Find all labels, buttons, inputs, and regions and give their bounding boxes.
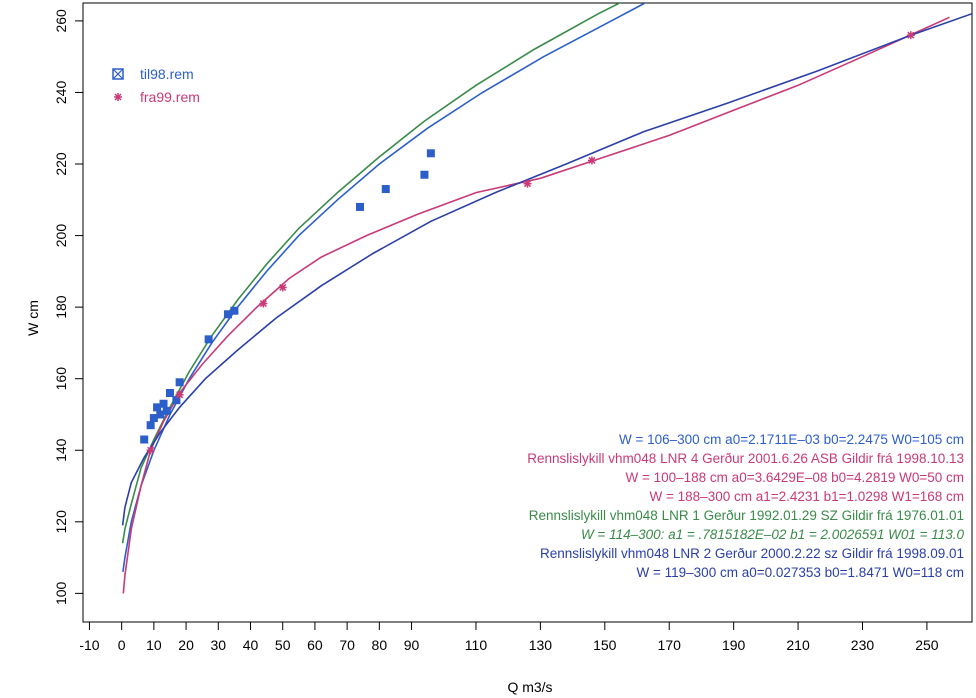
y-tick-label: 160: [53, 367, 69, 391]
annotation-line: W = 100–188 cm a0=3.6429E–08 b0=4.2819 W…: [625, 470, 965, 485]
legend-label: til98.rem: [140, 66, 194, 82]
x-tick-label: -10: [79, 637, 99, 653]
annotation-line: W = 188–300 cm a1=2.4231 b1=1.0298 W1=16…: [649, 489, 964, 504]
data-point-fra99.rem: [146, 446, 155, 455]
x-tick-label: 250: [915, 637, 939, 653]
asterisk-stroke: [114, 93, 122, 101]
data-point-til98.rem: [426, 149, 435, 158]
annotation-line: Rennslislykill vhm048 LNR 4 Gerður 2001.…: [527, 451, 964, 466]
y-tick-labels: 100 120 140 160 180 200 220 240 260: [53, 9, 69, 605]
fit-curve-3: [121, 3, 622, 544]
data-point-fra99.rem: [175, 390, 184, 399]
x-axis-label: Q m3/s: [507, 679, 552, 695]
fit-curve-5: [121, 12, 972, 526]
annotation-line: Rennslislykill vhm048 LNR 1 Gerður 1992.…: [528, 508, 964, 523]
y-tick-label: 120: [53, 510, 69, 534]
data-point-til98.rem: [172, 396, 181, 405]
data-point-til98.rem: [420, 170, 429, 179]
data-point-til98.rem: [204, 335, 213, 344]
axes-ticks: [75, 20, 928, 630]
annotation-line: W = 106–300 cm a0=2.1711E–03 b0=2.2475 W…: [619, 432, 964, 447]
x-tick-label: 20: [178, 637, 194, 653]
x-tick-label: 110: [465, 637, 488, 653]
legend-marker-asterisk: [114, 93, 122, 101]
y-tick-label: 140: [53, 438, 69, 462]
data-point-fra99.rem: [278, 283, 287, 292]
data-point-til98.rem: [381, 185, 390, 194]
x-tick-label: 90: [404, 637, 420, 653]
x-tick-label: 30: [210, 637, 226, 653]
legend-marker-square: [112, 68, 124, 80]
data-point-fra99.rem: [906, 31, 915, 40]
x-tick-label: 50: [275, 637, 291, 653]
x-tick-label: 130: [529, 637, 553, 653]
data-point-til98.rem: [146, 421, 155, 430]
asterisk-stroke: [176, 391, 184, 399]
legend: til98.rem fra99.rem: [112, 66, 200, 105]
data-point-fra99.rem: [587, 156, 596, 165]
y-tick-label: 180: [53, 295, 69, 319]
asterisk-stroke: [279, 283, 287, 291]
data-point-fra99.rem: [259, 299, 268, 308]
annotation-line: Rennslislykill vhm048 LNR 2 Gerður 2000.…: [540, 546, 964, 561]
asterisk-stroke: [523, 180, 532, 188]
asterisk-stroke: [259, 300, 267, 308]
annotation-line: W = 119–300 cm a0=0.027353 b0=1.8471 W0=…: [636, 565, 964, 580]
x-tick-label: 190: [722, 637, 746, 653]
legend-marker-cross: [112, 68, 124, 80]
data-point-til98.rem: [140, 435, 149, 444]
x-tick-label: 230: [851, 637, 875, 653]
x-tick-label: 0: [118, 637, 126, 653]
x-tick-label: 40: [243, 637, 259, 653]
annotation-line: W = 114–300: a1 = .7815182E–02 b1 = 2.00…: [580, 527, 964, 542]
y-tick-label: 220: [53, 152, 69, 176]
y-tick-label: 200: [53, 224, 69, 248]
asterisk-stroke: [588, 156, 596, 164]
observation-points: [140, 31, 915, 455]
data-point-fra99.rem: [523, 179, 532, 188]
data-point-til98.rem: [165, 389, 174, 398]
y-tick-label: 100: [53, 581, 69, 605]
x-tick-label: 60: [307, 637, 323, 653]
data-point-til98.rem: [356, 202, 365, 211]
data-point-til98.rem: [159, 399, 168, 408]
x-tick-label: 10: [146, 637, 162, 653]
x-tick-label: 80: [372, 637, 388, 653]
data-point-til98.rem: [175, 378, 184, 387]
x-tick-label: 70: [339, 637, 355, 653]
fit-curve-4: [122, 16, 950, 594]
asterisk-stroke: [147, 446, 155, 454]
fit-curves: [121, 3, 972, 594]
legend-label: fra99.rem: [140, 89, 200, 105]
x-tick-label: 170: [658, 637, 682, 653]
asterisk-stroke: [907, 31, 915, 39]
data-point-til98.rem: [230, 306, 239, 315]
plot-frame: [82, 2, 973, 623]
y-axis-label: W cm: [25, 300, 41, 336]
fit-curve-2: [122, 3, 647, 573]
x-tick-label: 210: [786, 637, 810, 653]
y-tick-label: 260: [53, 9, 69, 33]
x-tick-label: 150: [593, 637, 617, 653]
x-tick-labels: -10 0 10 20 30 40 50 60 70 80 90 110 130 150 170 190 210…: [79, 637, 938, 653]
y-tick-label: 240: [53, 81, 69, 105]
data-point-til98.rem: [162, 406, 171, 415]
